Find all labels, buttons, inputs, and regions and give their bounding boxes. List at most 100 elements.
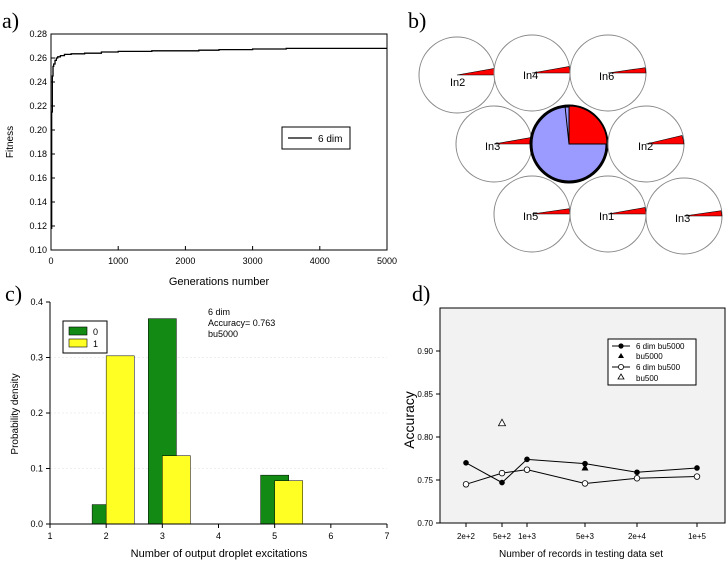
droplet-bottom-right: In3 <box>645 177 723 255</box>
x-tick-label: 0 <box>48 256 53 266</box>
center-droplet-sector <box>568 105 608 145</box>
chart-c: 0.0 0.1 0.2 0.3 0.4 1 2 3 4 5 6 7 Number of output… <box>10 297 390 560</box>
legend-label-0: 0 <box>93 327 98 337</box>
point-6-dim-bu5000 <box>694 465 700 471</box>
droplet-bottom-left: In5 <box>493 175 571 253</box>
y-tick-label: 0.24 <box>29 77 47 87</box>
y-tick-label: 0.3 <box>30 353 43 363</box>
y-tick-label: 0.85 <box>417 390 433 399</box>
x-tick-label: 1 <box>47 531 52 541</box>
x-tick-label: 1e+3 <box>518 532 537 541</box>
droplet-label: In6 <box>599 71 614 83</box>
y-tick-label: 0.22 <box>29 101 47 111</box>
x-tick-label: 3000 <box>243 256 263 266</box>
legend-label-0: 6 dim bu5000 <box>636 342 685 351</box>
y-tick-label: 0.20 <box>29 125 47 135</box>
x-tick-label: 6 <box>328 531 333 541</box>
panel-label-b: b) <box>408 8 426 33</box>
point-6-dim-bu500 <box>633 475 641 482</box>
x-tick-label: 4 <box>216 531 221 541</box>
series-line-6-dim <box>51 47 387 230</box>
legend-marker-open-triangle <box>617 373 625 380</box>
annotation-line: bu5000 <box>208 329 238 339</box>
chart-d-y-axis: 0.70 0.75 0.80 0.85 0.90 <box>417 347 440 528</box>
panel-label-c: c) <box>5 281 22 306</box>
y-tick-label: 0.70 <box>417 519 433 528</box>
droplet-label: In2 <box>638 141 653 153</box>
legend-marker-filled-circle <box>618 343 624 349</box>
droplet-label: In3 <box>485 141 500 153</box>
bar-series-1 <box>162 455 191 525</box>
droplet-label: In5 <box>523 211 538 223</box>
chart-d: 0.700.750.800.850.90 2e+2 5e+2 1e+3 5e+3 2e+… <box>401 307 726 560</box>
x-tick-label: 1e+5 <box>688 532 707 541</box>
y-tick-label: 0.4 <box>30 297 43 307</box>
x-tick-label: 5e+3 <box>576 532 595 541</box>
point-6-dim-bu500 <box>462 481 470 488</box>
point-bu500 <box>497 418 507 427</box>
y-tick-label: 0.0 <box>30 519 43 529</box>
droplet-sector <box>683 210 723 217</box>
droplet-top-left: In2 <box>418 36 496 114</box>
chart-d-xlabel: Number of records in testing data set <box>499 549 663 560</box>
droplet-sector <box>607 67 647 74</box>
point-6-dim-bu500 <box>498 469 506 477</box>
y-tick-label: 0.18 <box>29 149 47 159</box>
chart-c-bars <box>91 318 303 525</box>
chart-a-x-axis: 0 1000 2000 3000 4000 5000 <box>48 246 397 266</box>
panel-label-a: a) <box>2 8 19 33</box>
droplet-sector <box>645 135 685 145</box>
legend-swatch-1 <box>68 338 88 348</box>
point-6-dim-bu500 <box>523 466 531 473</box>
legend-label-1: bu5000 <box>636 352 663 361</box>
chart-a-legend-label: 6 dim <box>318 134 342 145</box>
legend-swatch-0 <box>68 326 88 336</box>
droplet-label: In3 <box>675 213 690 225</box>
droplet-top-middle: In4 <box>493 34 571 112</box>
y-tick-label: 0.16 <box>29 173 47 183</box>
x-tick-label: 3 <box>160 531 165 541</box>
chart-a-series <box>51 47 387 230</box>
chart-c-legend-box <box>62 320 108 354</box>
panel-label-d: d) <box>412 281 430 306</box>
x-tick-label: 7 <box>384 531 389 541</box>
y-tick-label: 0.26 <box>29 53 47 63</box>
y-tick-label: 0.2 <box>30 408 43 418</box>
bar-series-1 <box>105 355 135 525</box>
x-tick-label: 2e+4 <box>628 532 647 541</box>
x-tick-label: 5 <box>272 531 277 541</box>
droplet-label: In1 <box>599 211 614 223</box>
series-line-6-dim-bu5000 <box>465 458 698 484</box>
x-tick-label: 2 <box>104 531 109 541</box>
chart-c-xlabel: Number of output droplet excitations <box>131 548 308 560</box>
x-tick-label: 5000 <box>377 256 397 266</box>
droplet-bottom-middle: In1 <box>569 175 647 253</box>
annotation-line: Accuracy= 0.763 <box>208 318 275 328</box>
chart-d-series <box>462 418 701 488</box>
x-tick-label: 4000 <box>310 256 330 266</box>
x-tick-label: 2000 <box>175 256 195 266</box>
series-line-6-dim-bu500 <box>465 469 698 485</box>
chart-a-xlabel: Generations number <box>169 276 270 288</box>
y-tick-label: 0.14 <box>29 197 47 207</box>
y-tick-label: 0.1 <box>30 464 43 474</box>
legend-marker-open-circle <box>618 363 625 370</box>
point-6-dim-bu5000 <box>499 479 505 486</box>
point-6-dim-bu500 <box>581 480 589 487</box>
legend-label-2: 6 dim bu500 <box>636 363 681 372</box>
x-tick-label: 1000 <box>108 256 128 266</box>
droplet-label: In4 <box>523 70 538 82</box>
chart-a-legend-box <box>281 126 351 150</box>
y-tick-label: 0.80 <box>417 433 433 442</box>
y-tick-label: 0.10 <box>29 245 47 255</box>
chart-d-legend: 6 dim bu5000 bu5000 6 dim bu500 bu500 <box>607 338 697 386</box>
chart-d-x-axis: 2e+2 5e+2 1e+3 5e+3 2e+4 1e+5 <box>457 523 707 541</box>
point-bu5000 <box>581 463 589 471</box>
chart-a-ylabel: Fitness <box>5 126 16 158</box>
chart-c-legend: 0 1 <box>62 320 108 354</box>
droplet-middle-right: In2 <box>607 105 685 183</box>
droplet-diagram: In2 In4 In6 In3 In2 <box>418 34 723 255</box>
droplet-center <box>529 104 609 184</box>
point-6-dim-bu5000 <box>524 456 530 463</box>
